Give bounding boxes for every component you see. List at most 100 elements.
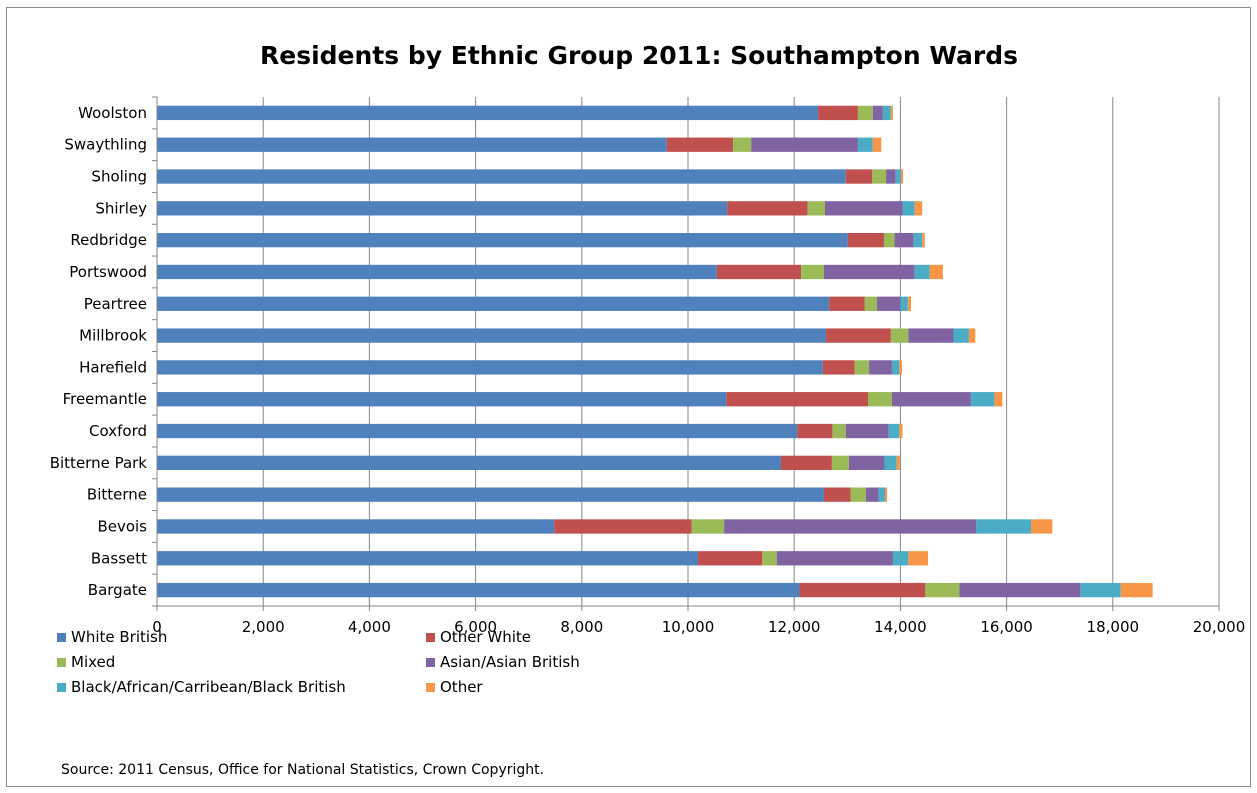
bar-segment bbox=[959, 582, 1081, 598]
chart-title: Residents by Ethnic Group 2011: Southamp… bbox=[260, 41, 1018, 70]
bar-segment bbox=[157, 487, 824, 502]
bar-segment bbox=[733, 137, 752, 152]
category-label: Harefield bbox=[79, 358, 147, 376]
bar-segment bbox=[157, 423, 798, 439]
bar-segment bbox=[726, 392, 869, 407]
bar-segment bbox=[900, 169, 904, 184]
bar-segment bbox=[890, 105, 893, 121]
bar-segment bbox=[847, 232, 884, 248]
category-label: Portswood bbox=[69, 263, 147, 281]
x-tick-label: 12,000 bbox=[768, 618, 821, 636]
category-label: Redbridge bbox=[70, 231, 147, 249]
chart-canvas: Residents by Ethnic Group 2011: Southamp… bbox=[50, 41, 1246, 778]
category-label: Millbrook bbox=[79, 327, 147, 345]
bar-segment bbox=[883, 232, 895, 248]
bar-segment bbox=[157, 519, 555, 534]
bar-segment bbox=[878, 487, 886, 502]
category-label: Bevois bbox=[97, 517, 147, 535]
x-tick-label: 10,000 bbox=[662, 618, 715, 636]
chart-frame: Residents by Ethnic Group 2011: Southamp… bbox=[6, 7, 1251, 787]
bar-segment bbox=[157, 232, 848, 248]
legend-swatch bbox=[426, 658, 435, 667]
bar-segment bbox=[886, 169, 896, 184]
bar-segment bbox=[1120, 582, 1153, 598]
legend-label: Black/African/Carribean/Black British bbox=[71, 678, 346, 696]
legend-swatch bbox=[57, 658, 66, 667]
bar-segment bbox=[913, 232, 923, 248]
category-labels: Woolston Swaythling Sholing Shirley Redbridg… bbox=[50, 104, 148, 599]
bar-segment bbox=[1031, 519, 1053, 534]
bar-segment bbox=[869, 360, 892, 375]
bar-segment bbox=[877, 296, 901, 311]
bar-segment bbox=[799, 582, 926, 598]
category-label: Coxford bbox=[89, 422, 147, 440]
bar-segment bbox=[157, 551, 699, 566]
x-tick-label: 14,000 bbox=[874, 618, 927, 636]
bar-segment bbox=[908, 328, 954, 343]
bar-segment bbox=[157, 392, 727, 407]
bar-segment bbox=[900, 296, 908, 311]
bar-segment bbox=[914, 264, 930, 280]
bar-segment bbox=[716, 264, 802, 280]
bar-segment bbox=[857, 137, 873, 152]
bar-segment bbox=[857, 105, 873, 121]
legend-swatch bbox=[426, 683, 435, 692]
bar-segment bbox=[157, 360, 823, 375]
bar-segment bbox=[845, 423, 889, 439]
bar-segment bbox=[885, 487, 888, 502]
legend-label: Other bbox=[440, 678, 483, 696]
bar-segment bbox=[882, 105, 891, 121]
bar-segment bbox=[872, 169, 887, 184]
bar-segment bbox=[922, 232, 925, 248]
bar-segment bbox=[888, 423, 900, 439]
bar-segment bbox=[1080, 582, 1121, 598]
bar-segment bbox=[894, 232, 914, 248]
bar-segment bbox=[776, 551, 893, 566]
x-tick-label: 0 bbox=[152, 618, 162, 636]
x-tick-label: 6,000 bbox=[454, 618, 497, 636]
x-tick-label: 20,000 bbox=[1193, 618, 1246, 636]
bar-segment bbox=[807, 201, 825, 216]
bar-segment bbox=[929, 264, 943, 280]
bar-segment bbox=[892, 551, 909, 566]
bar-segment bbox=[818, 105, 858, 121]
bar-segment bbox=[994, 392, 1003, 407]
category-label: Shirley bbox=[95, 199, 147, 217]
bar-segment bbox=[953, 328, 969, 343]
bar-segment bbox=[762, 551, 777, 566]
bar-segment bbox=[157, 296, 830, 311]
bar-segment bbox=[896, 455, 900, 471]
category-label: Bargate bbox=[88, 581, 147, 599]
legend-label: Other White bbox=[440, 628, 531, 646]
bar-segment bbox=[891, 392, 971, 407]
bar-segment bbox=[899, 360, 902, 375]
bar-segment bbox=[157, 455, 781, 471]
x-tick-label: 18,000 bbox=[1087, 618, 1140, 636]
bar-segment bbox=[884, 455, 897, 471]
bar-segment bbox=[724, 519, 977, 534]
x-tick-label: 2,000 bbox=[242, 618, 285, 636]
bar-segment bbox=[157, 582, 800, 598]
bar-segment bbox=[899, 423, 903, 439]
bar-segment bbox=[907, 296, 912, 311]
bar-segment bbox=[727, 201, 808, 216]
x-tick-labels: 0 2,000 4,000 6,000 8,000 10,000 12,000 14,000 1… bbox=[152, 618, 1245, 636]
bar-segment bbox=[976, 519, 1032, 534]
source-note: Source: 2011 Census, Office for National… bbox=[61, 762, 544, 778]
category-label: Woolston bbox=[78, 104, 147, 122]
bar-segment bbox=[157, 201, 728, 216]
legend-swatch bbox=[57, 683, 66, 692]
bar-segment bbox=[751, 137, 858, 152]
bar-segment bbox=[826, 328, 891, 343]
bar-segment bbox=[925, 582, 960, 598]
bars bbox=[157, 105, 1153, 598]
bar-segment bbox=[829, 296, 865, 311]
bar-segment bbox=[872, 105, 883, 121]
x-tick-label: 4,000 bbox=[348, 618, 391, 636]
bar-segment bbox=[832, 423, 846, 439]
x-tick-label: 8,000 bbox=[560, 618, 603, 636]
bar-segment bbox=[691, 519, 725, 534]
bar-segment bbox=[797, 423, 833, 439]
bar-segment bbox=[872, 137, 882, 152]
axes bbox=[152, 96, 1220, 611]
